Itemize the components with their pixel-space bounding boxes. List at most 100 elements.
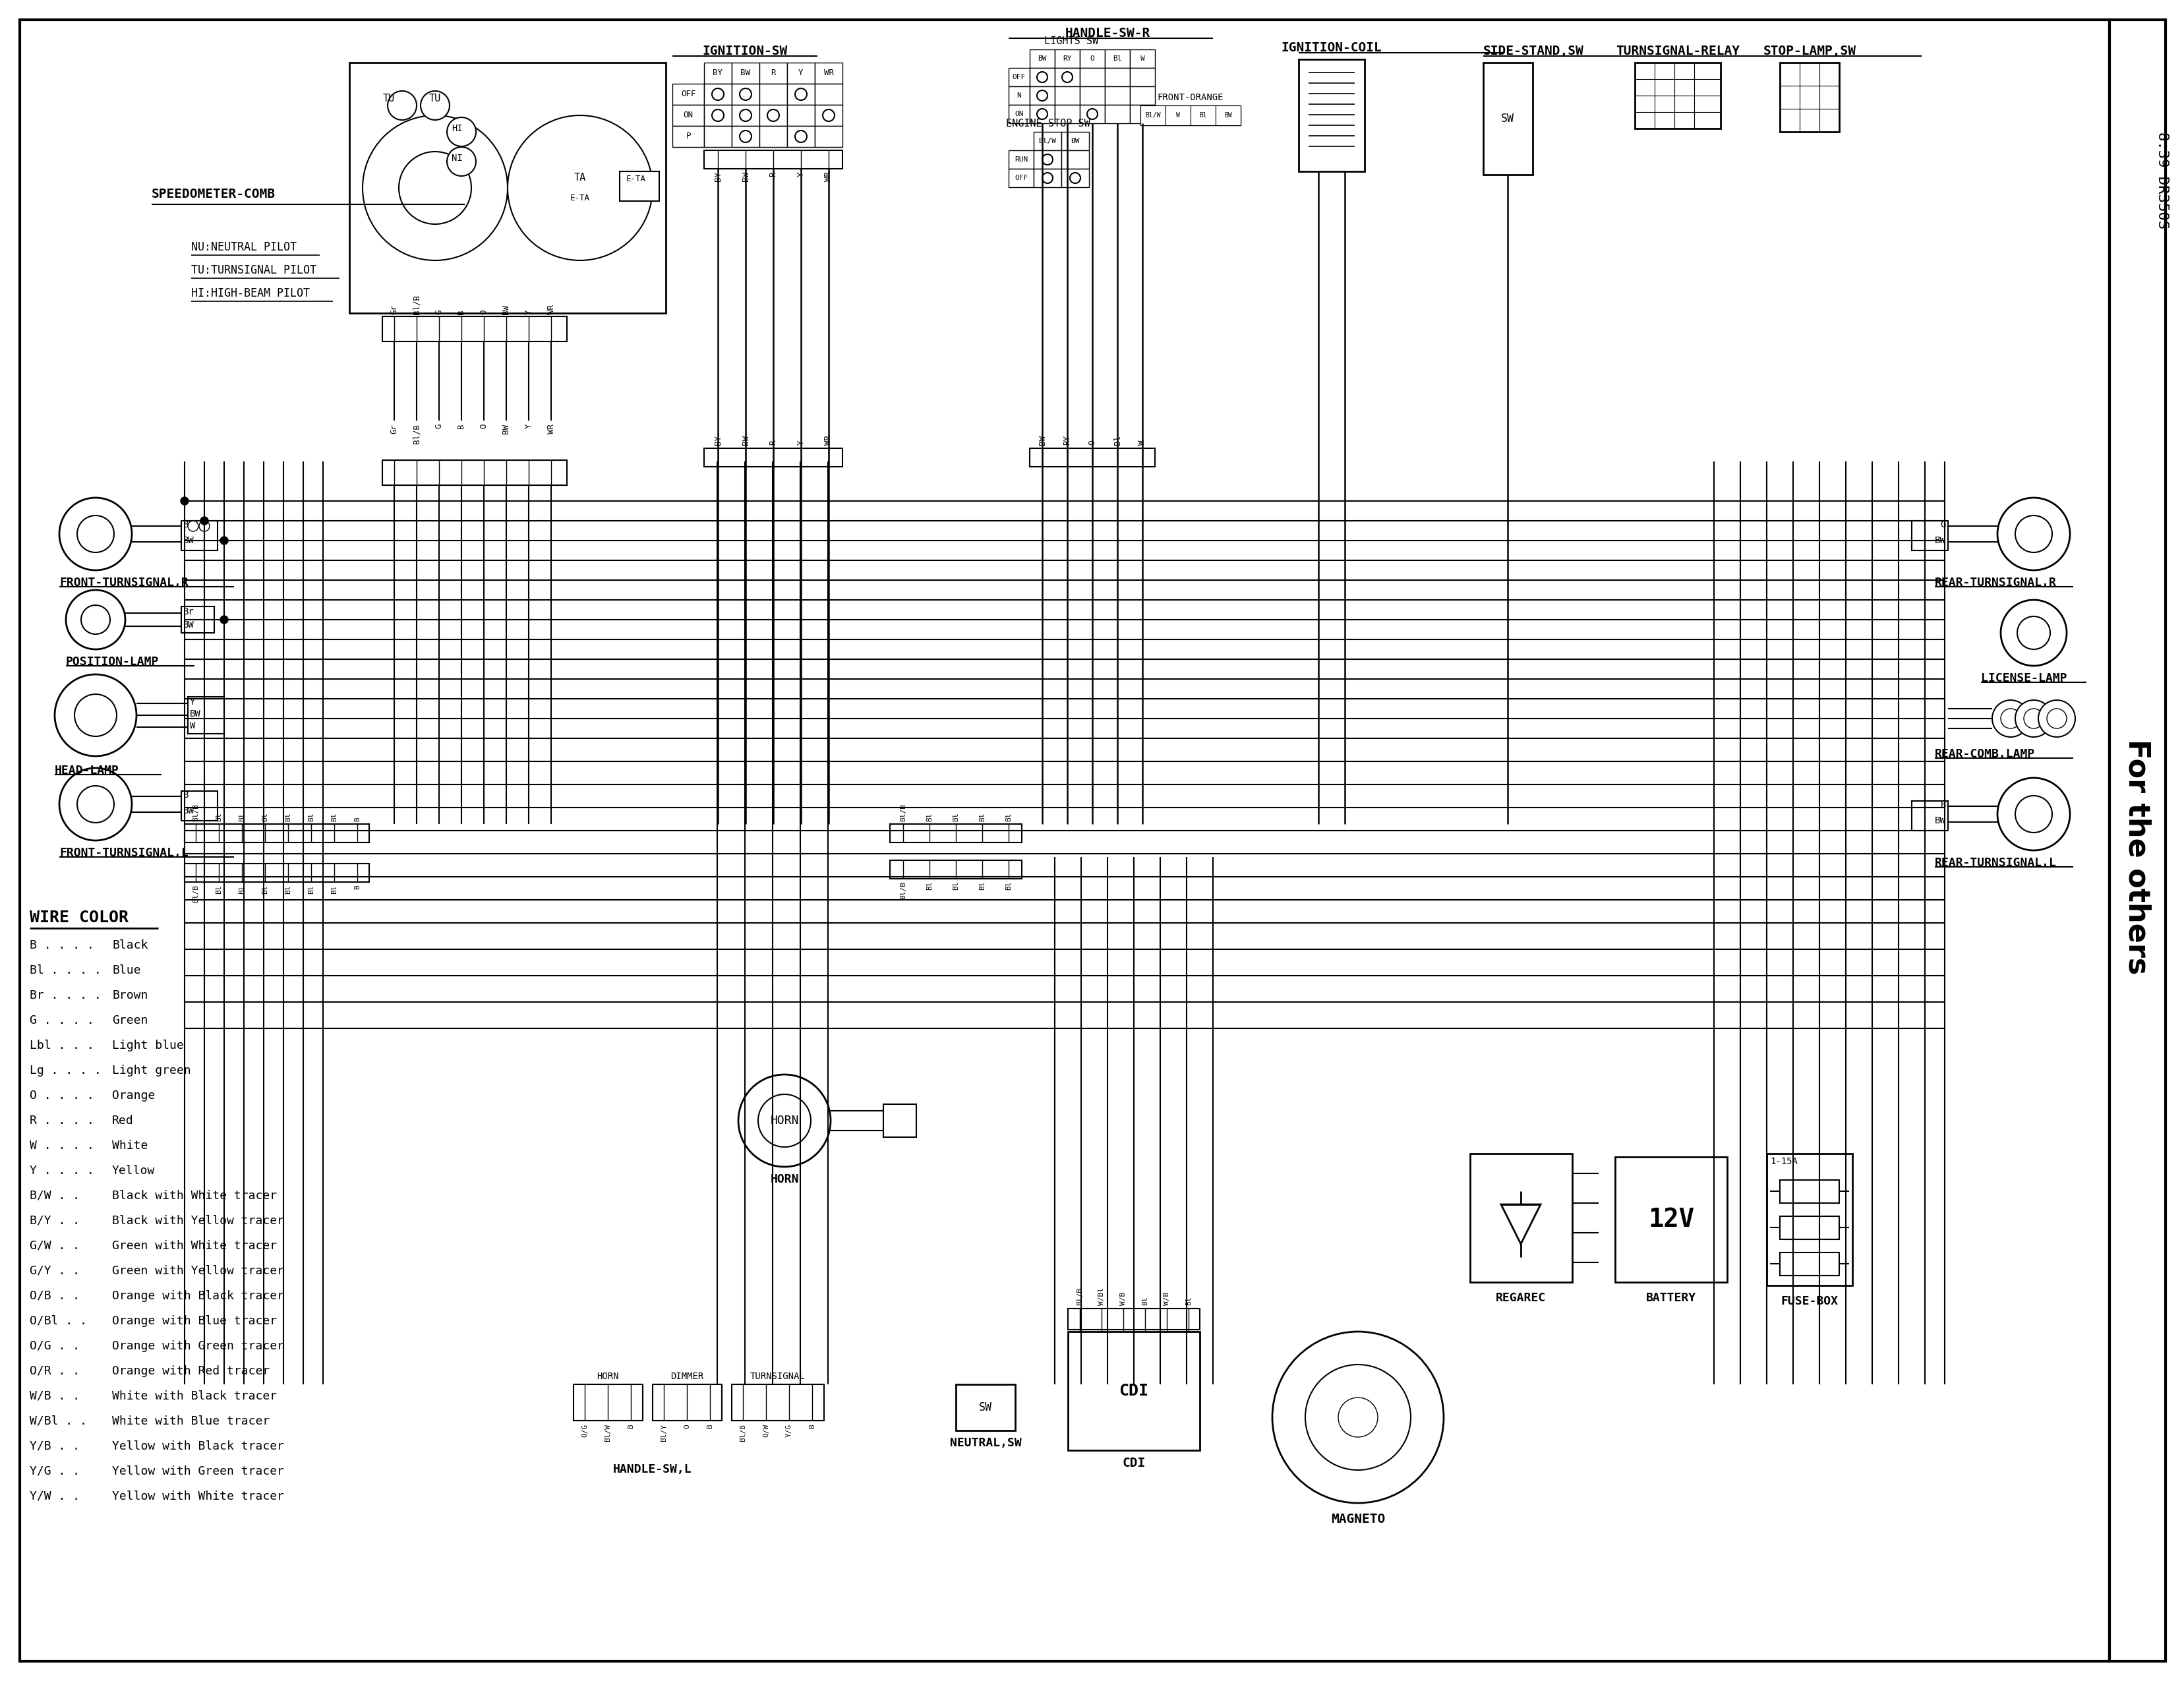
Circle shape (400, 151, 472, 224)
Text: SW: SW (978, 1402, 992, 1414)
Text: Bl: Bl (1005, 812, 1011, 822)
Text: TA: TA (574, 173, 585, 183)
Text: Bl: Bl (216, 812, 223, 822)
Text: W . . . .: W . . . . (31, 1140, 94, 1151)
Circle shape (1998, 778, 2070, 851)
Text: O: O (480, 309, 489, 314)
Text: CDI: CDI (1123, 1457, 1144, 1469)
Circle shape (55, 674, 135, 756)
Text: B: B (183, 519, 188, 530)
Bar (1009, 104, 1029, 123)
Text: REGAREC: REGAREC (1496, 1293, 1546, 1304)
Text: Bl/Y: Bl/Y (660, 1424, 666, 1442)
Bar (703, 62, 732, 84)
Text: G: G (435, 309, 443, 314)
Bar (1009, 150, 1033, 168)
Text: BW: BW (1070, 138, 1079, 145)
Bar (1061, 168, 1090, 187)
Text: OFF: OFF (1013, 74, 1026, 81)
Circle shape (363, 116, 507, 261)
Circle shape (59, 498, 131, 570)
Text: B: B (456, 309, 465, 314)
Bar (1636, 62, 1721, 128)
Bar (732, 104, 760, 126)
Bar (1079, 67, 1105, 86)
Bar (1216, 106, 1241, 126)
Text: Yellow: Yellow (111, 1165, 155, 1177)
Text: Y/W . .: Y/W . . (31, 1491, 81, 1503)
Circle shape (507, 116, 653, 261)
Text: G . . . .: G . . . . (31, 1015, 94, 1027)
Text: B: B (808, 1424, 815, 1429)
Text: Orange with Red tracer: Orange with Red tracer (111, 1365, 271, 1377)
Text: DIMMER: DIMMER (670, 1372, 703, 1382)
Text: TURNSIGNAL-RELAY: TURNSIGNAL-RELAY (1616, 45, 1741, 57)
Text: Black with White tracer: Black with White tracer (111, 1190, 277, 1202)
Circle shape (1992, 699, 2029, 736)
Text: Bl/B: Bl/B (1077, 1288, 1083, 1304)
Text: Y/G . .: Y/G . . (31, 1466, 81, 1478)
Bar (181, 792, 218, 820)
Text: B: B (354, 817, 360, 822)
Text: Y: Y (797, 171, 806, 177)
Text: BW: BW (502, 304, 511, 314)
Bar (1780, 1217, 1839, 1239)
Circle shape (59, 768, 131, 840)
Text: Light green: Light green (111, 1064, 190, 1076)
Text: RUN: RUN (1013, 156, 1029, 163)
Text: Bl/B: Bl/B (900, 804, 906, 822)
Text: Y: Y (799, 69, 804, 77)
Bar (703, 150, 843, 168)
Circle shape (181, 498, 188, 504)
Text: MAGNETO: MAGNETO (1330, 1513, 1385, 1525)
Text: E-TA: E-TA (570, 193, 590, 202)
Circle shape (2001, 600, 2066, 666)
Text: Orange with Black tracer: Orange with Black tracer (111, 1289, 284, 1303)
Circle shape (76, 785, 114, 822)
Text: Y/G: Y/G (786, 1424, 793, 1437)
Circle shape (712, 89, 723, 101)
Circle shape (2038, 699, 2075, 736)
Text: WR: WR (546, 424, 555, 434)
Text: Y: Y (797, 440, 806, 445)
Text: HORN: HORN (771, 1115, 799, 1126)
Text: Bl: Bl (262, 812, 269, 822)
Text: Lbl . . .: Lbl . . . (31, 1039, 94, 1051)
Text: 12V: 12V (1649, 1207, 1695, 1232)
Text: BW: BW (1037, 55, 1046, 62)
Text: W/B: W/B (1164, 1293, 1171, 1304)
Text: FRONT-TURNSIGNAL,R: FRONT-TURNSIGNAL,R (59, 577, 188, 588)
Circle shape (81, 605, 109, 634)
Text: R: R (769, 440, 778, 445)
Bar (1061, 150, 1090, 168)
Text: NI: NI (452, 153, 463, 163)
Text: Bl: Bl (1114, 55, 1123, 62)
Bar (1105, 104, 1129, 123)
Text: O/W: O/W (762, 1424, 769, 1437)
Text: W: W (1140, 55, 1144, 62)
Text: Green: Green (111, 1015, 149, 1027)
Text: BW: BW (740, 171, 749, 182)
Text: Yellow with White tracer: Yellow with White tracer (111, 1491, 284, 1503)
Bar (703, 449, 843, 467)
Circle shape (712, 109, 723, 121)
Text: W/Bl: W/Bl (1099, 1288, 1105, 1304)
Circle shape (2046, 709, 2066, 728)
Text: Bl: Bl (952, 881, 959, 891)
Bar (673, 104, 703, 126)
Bar (1616, 1157, 1728, 1283)
Text: WR: WR (546, 304, 555, 314)
Text: O/R . .: O/R . . (31, 1365, 81, 1377)
Bar (1911, 800, 1948, 830)
Text: BY: BY (712, 69, 723, 77)
Circle shape (1273, 1331, 1444, 1503)
Text: IGNITION-SW: IGNITION-SW (703, 45, 788, 57)
Text: BW: BW (1225, 113, 1232, 119)
Bar (1055, 49, 1079, 67)
Text: G: G (435, 424, 443, 429)
Circle shape (448, 118, 476, 146)
Text: ENGINE STOP SW: ENGINE STOP SW (1007, 119, 1090, 128)
Text: B: B (354, 884, 360, 889)
Text: LICENSE-LAMP: LICENSE-LAMP (1981, 672, 2066, 684)
Bar (1140, 106, 1166, 126)
